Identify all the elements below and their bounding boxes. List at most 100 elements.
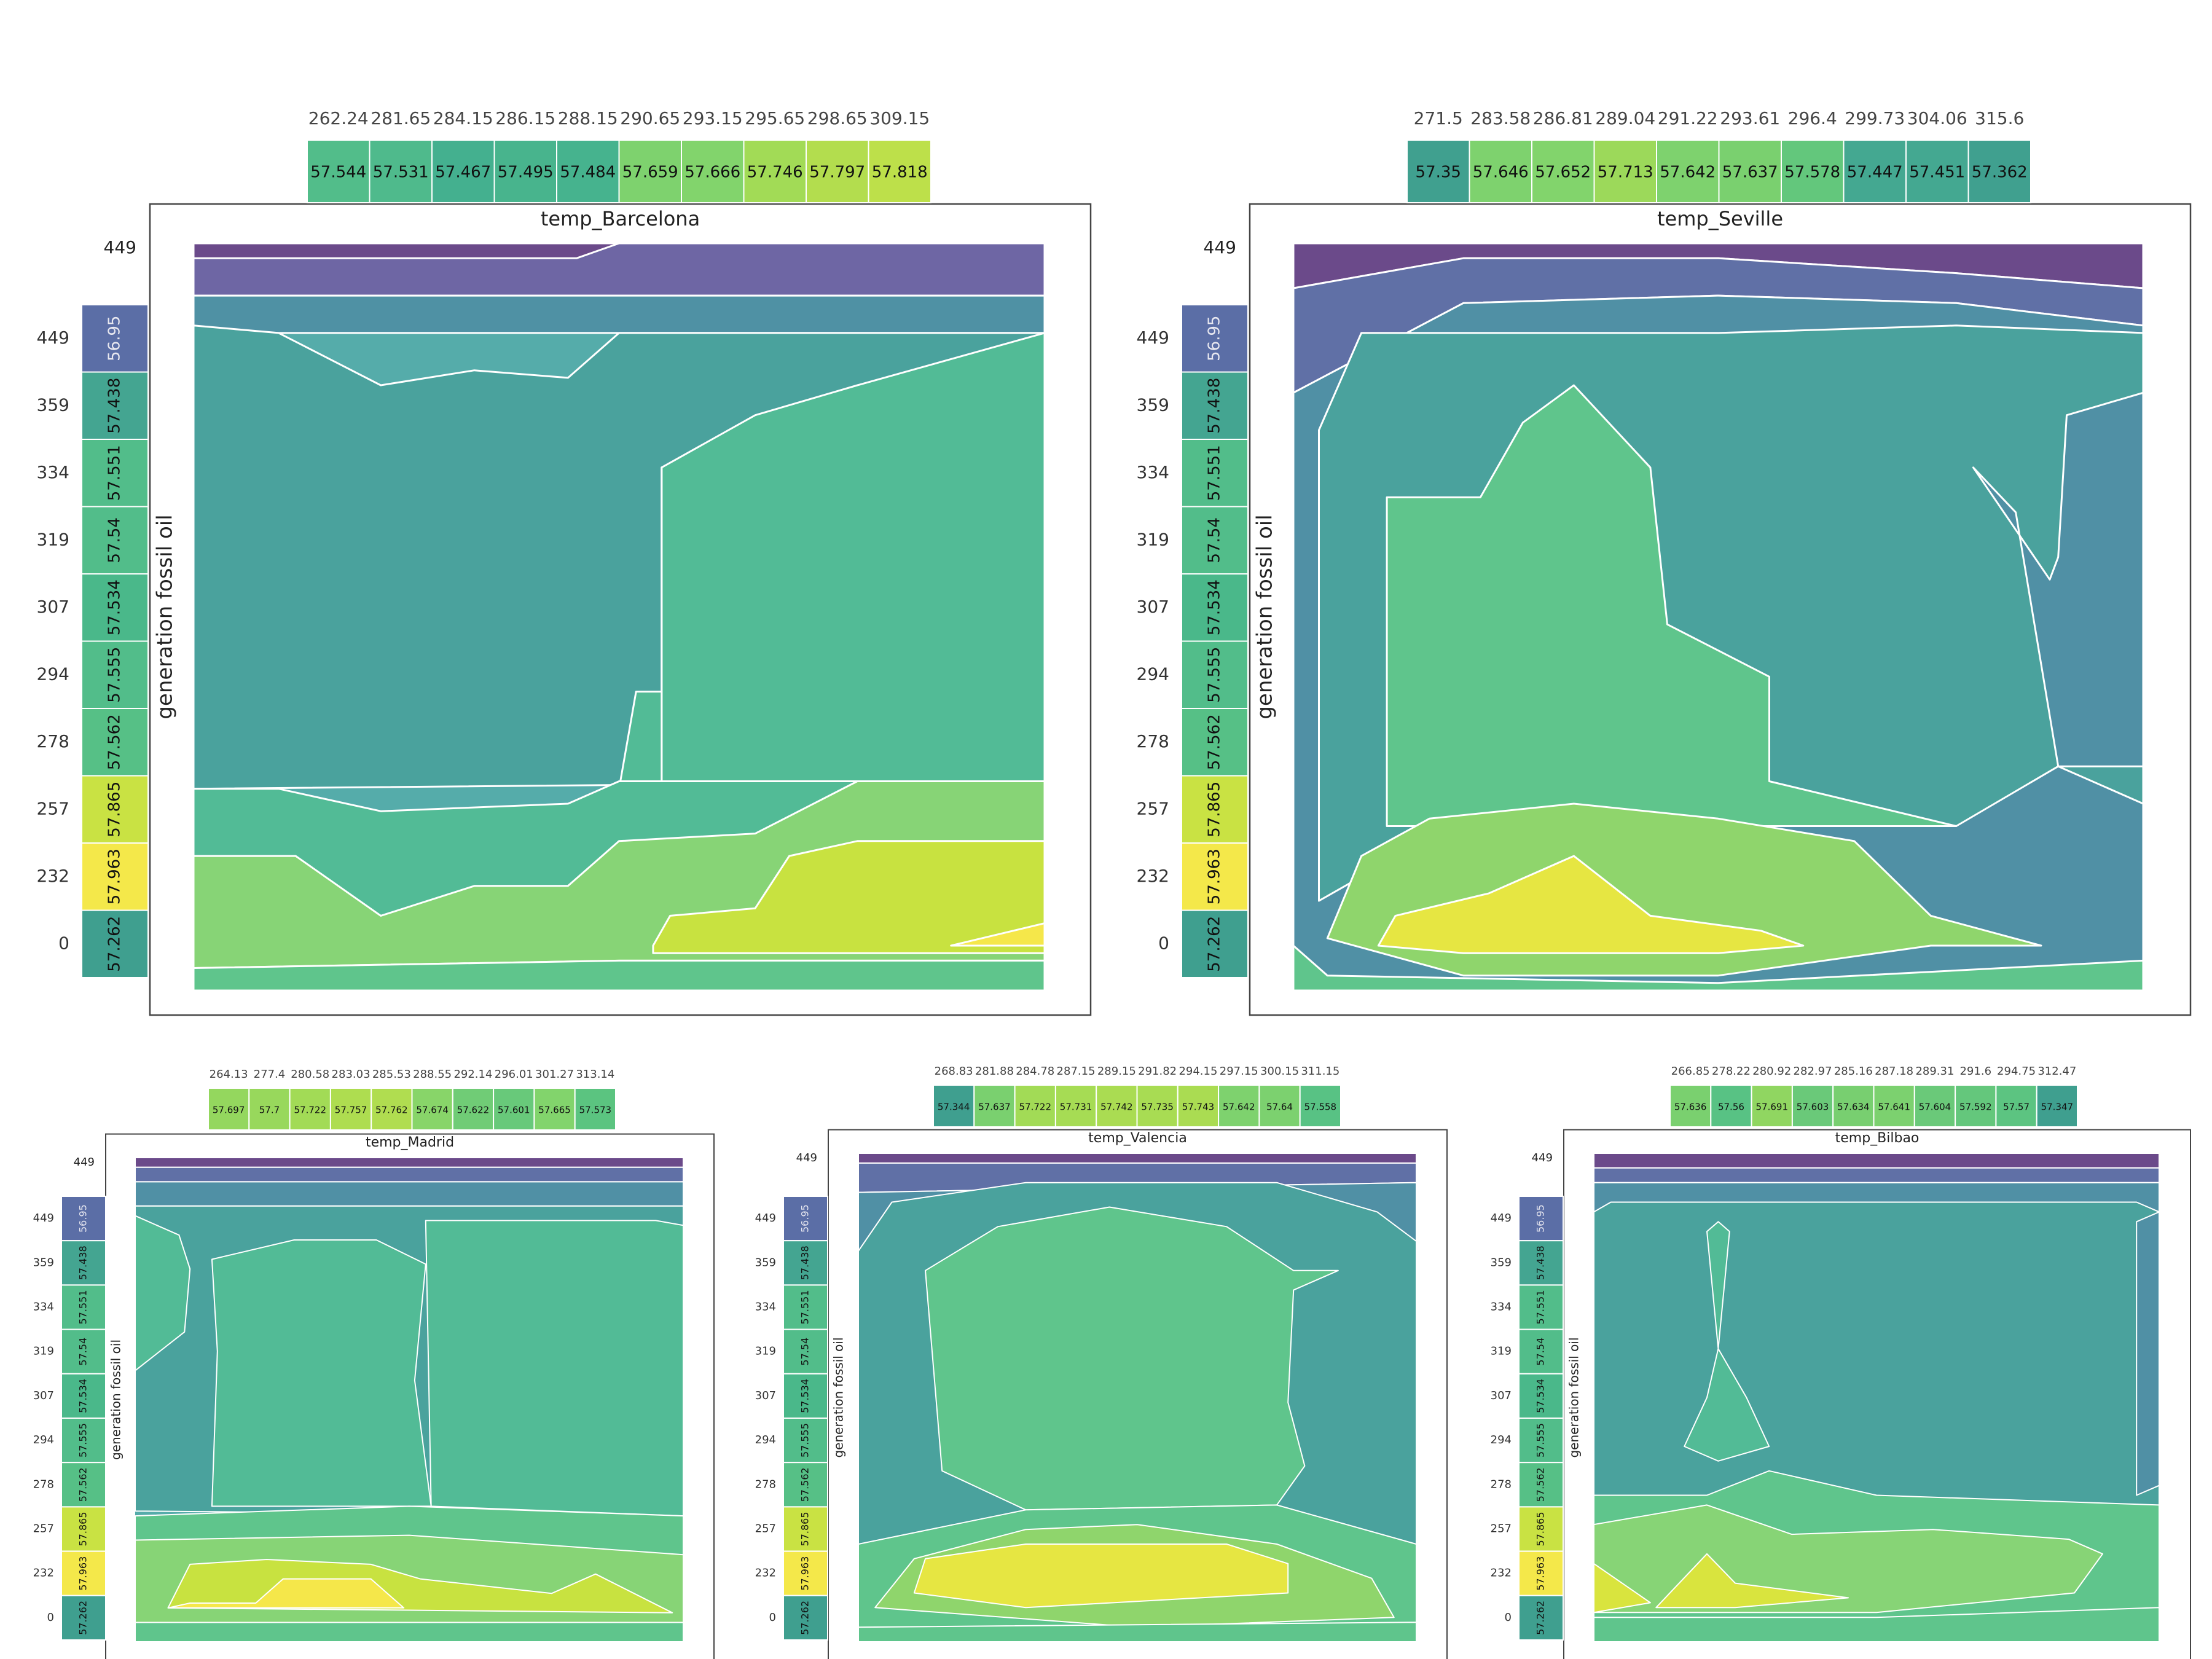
x-tick-label: 283.58 xyxy=(1470,108,1531,128)
row-value-label: 57.555 xyxy=(799,1423,811,1457)
top-value-label: 57.637 xyxy=(978,1102,1011,1113)
y-tick-label: 232 xyxy=(1137,866,1169,886)
x-tick-label: 309.15 xyxy=(869,108,930,128)
row-value-label: 57.262 xyxy=(77,1601,89,1635)
top-value-label: 57.592 xyxy=(1959,1102,1992,1113)
top-value-label: 57.362 xyxy=(1972,163,2028,182)
row-value-cell xyxy=(1181,708,1249,777)
top-value-cell xyxy=(1791,1084,1834,1128)
top-value-label: 57.746 xyxy=(747,163,803,182)
row-value-label: 57.438 xyxy=(1535,1245,1547,1280)
row-value-cell xyxy=(783,1418,828,1464)
y-tick-label: 278 xyxy=(755,1478,776,1491)
y-axis-label: generation fossil oil xyxy=(1567,1337,1582,1457)
contour-band-2 xyxy=(194,294,1045,334)
top-value-label: 57.735 xyxy=(1141,1102,1174,1113)
x-tick-label: 304.06 xyxy=(1907,108,1967,128)
top-value-label: 57.578 xyxy=(1784,163,1840,182)
top-value-label: 57.7 xyxy=(259,1105,280,1116)
x-tick-label: 298.65 xyxy=(807,108,868,128)
y-tick-label: 359 xyxy=(755,1256,776,1269)
x-tick-label: 294.75 xyxy=(1997,1065,2036,1078)
y-tick-label: 334 xyxy=(755,1301,776,1314)
contour-band-1 xyxy=(135,1166,683,1183)
row-value-cell xyxy=(81,640,149,709)
heatmap-panel-temp_Seville: temp_Seville 449 generation fossil oil 271.… xyxy=(1137,108,2192,1016)
top-value-label: 57.636 xyxy=(1674,1102,1707,1113)
x-tick-label: 291.22 xyxy=(1658,108,1718,128)
y-tick-label: 334 xyxy=(1491,1301,1512,1314)
row-value-cell xyxy=(1181,775,1249,844)
row-value-cell xyxy=(1518,1418,1564,1464)
y-tick-label: 257 xyxy=(755,1523,776,1535)
top-value-cell xyxy=(574,1088,617,1131)
y-tick-label: 257 xyxy=(33,1523,54,1535)
top-value-cell xyxy=(1218,1084,1260,1128)
row-value-label: 57.865 xyxy=(77,1512,89,1547)
row-value-label: 57.438 xyxy=(106,378,124,434)
top-value-label: 57.757 xyxy=(335,1105,367,1116)
top-axis-tick: 449 xyxy=(104,237,136,257)
x-tick-label: 313.14 xyxy=(576,1068,614,1081)
top-value-cell xyxy=(1258,1084,1301,1128)
x-tick-label: 295.65 xyxy=(745,108,805,128)
y-tick-label: 307 xyxy=(33,1389,54,1402)
contour-plot xyxy=(1594,1153,2159,1642)
x-tick-label: 262.24 xyxy=(308,108,369,128)
top-value-cell xyxy=(307,139,371,203)
top-value-label: 57.64 xyxy=(1266,1102,1293,1113)
x-tick-label: 289.04 xyxy=(1595,108,1655,128)
contour-band-4 xyxy=(1972,391,2143,767)
contour-band-1 xyxy=(1594,1167,2159,1183)
contour-band-0 xyxy=(858,1153,1416,1164)
x-tick-label: 299.73 xyxy=(1845,108,1905,128)
x-tick-label: 286.15 xyxy=(495,108,555,128)
x-tick-label: 288.15 xyxy=(558,108,618,128)
row-value-cell xyxy=(81,909,149,978)
row-value-label: 57.562 xyxy=(1535,1467,1547,1502)
row-value-label: 57.562 xyxy=(77,1467,89,1502)
top-value-cell xyxy=(1669,1084,1712,1128)
row-value-label: 57.562 xyxy=(1206,714,1224,770)
row-value-label: 57.54 xyxy=(799,1338,811,1366)
row-value-cell xyxy=(81,842,149,911)
heatmap-panel-temp_Barcelona: temp_Barcelona 449 generation fossil oil 26… xyxy=(37,108,1092,1016)
contour-band-8 xyxy=(1293,944,2143,990)
top-value-cell xyxy=(1096,1084,1138,1128)
top-value-label: 57.495 xyxy=(498,163,554,182)
contour-band-8 xyxy=(858,1622,1416,1642)
row-value-label: 57.865 xyxy=(1206,782,1224,837)
contour-band-0 xyxy=(135,1158,683,1168)
top-value-label: 57.603 xyxy=(1797,1102,1829,1113)
top-value-cell xyxy=(371,1088,413,1131)
row-value-label: 57.54 xyxy=(1535,1338,1547,1366)
y-tick-label: 307 xyxy=(37,597,69,617)
top-value-label: 57.601 xyxy=(498,1105,530,1116)
top-value-label: 57.762 xyxy=(375,1105,408,1116)
y-tick-label: 0 xyxy=(47,1611,54,1624)
y-tick-label: 278 xyxy=(33,1478,54,1491)
contour-band-1 xyxy=(858,1162,1416,1193)
x-tick-label: 286.81 xyxy=(1533,108,1593,128)
y-tick-label: 334 xyxy=(37,462,69,482)
top-value-cell xyxy=(2036,1084,2078,1128)
top-value-label: 57.743 xyxy=(1182,1102,1215,1113)
top-value-cell xyxy=(1299,1084,1341,1128)
row-value-label: 57.551 xyxy=(1206,445,1224,501)
x-tick-label: 284.78 xyxy=(1016,1065,1054,1078)
row-value-label: 57.54 xyxy=(106,517,124,563)
top-value-label: 57.558 xyxy=(1304,1102,1337,1113)
top-value-label: 57.797 xyxy=(809,163,865,182)
x-tick-label: 312.47 xyxy=(2037,1065,2076,1078)
y-tick-label: 278 xyxy=(1137,731,1169,751)
contour-band-0 xyxy=(1594,1153,2159,1169)
contour-band-9 xyxy=(950,922,1045,947)
x-tick-label: 280.92 xyxy=(1752,1065,1791,1078)
contour-band-10 xyxy=(1594,1607,2159,1642)
row-value-cell xyxy=(1518,1550,1564,1596)
contour-plot xyxy=(858,1153,1416,1642)
contour-band-8 xyxy=(1594,1563,1651,1614)
row-value-label: 57.551 xyxy=(1535,1290,1547,1325)
top-value-label: 57.652 xyxy=(1535,163,1591,182)
